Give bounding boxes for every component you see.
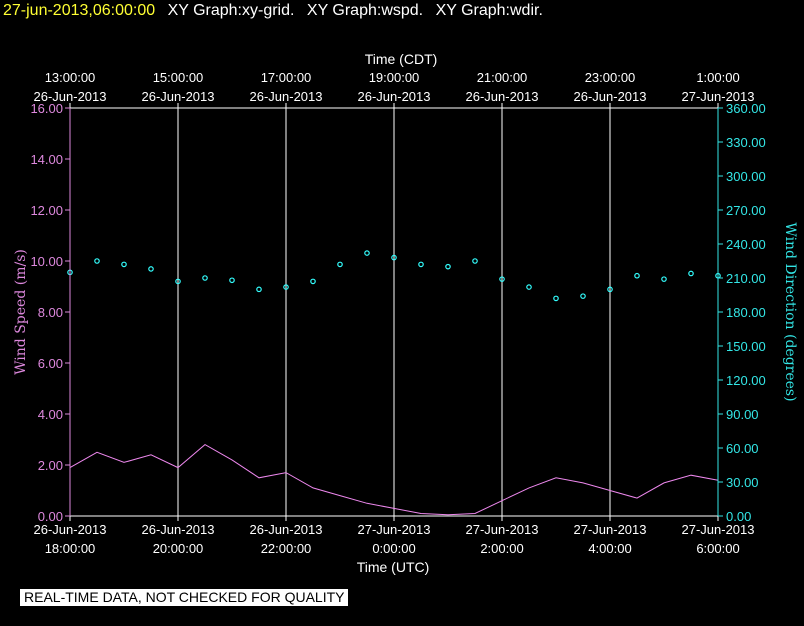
left-axis-label: Wind Speed (m/s)	[13, 249, 29, 375]
right-tick-label: 60.00	[726, 441, 759, 456]
bottom-axis-label: Time (UTC)	[357, 559, 430, 575]
bottom-tick-date: 27-Jun-2013	[574, 522, 647, 537]
right-tick-label: 360.00	[726, 101, 766, 116]
left-tick-label: 14.00	[30, 152, 63, 167]
right-tick-label: 240.00	[726, 237, 766, 252]
wind-direction-point	[661, 276, 667, 282]
wind-direction-point	[175, 278, 181, 285]
top-tick-date: 26-Jun-2013	[142, 89, 215, 104]
header-graph-title-2: XY Graph:wspd.	[306, 2, 424, 19]
left-tick-label: 6.00	[38, 356, 63, 371]
wind-speed-line	[69, 443, 719, 516]
right-tick-label: 180.00	[726, 305, 766, 320]
top-tick-time: 13:00:00	[45, 70, 96, 85]
top-tick-time: 17:00:00	[261, 70, 312, 85]
wind-chart: 13:00:00 26-Jun-2013 15:00:00 26-Jun-2013 17…	[13, 51, 798, 575]
wind-speed-series	[69, 443, 719, 516]
top-tick-time: 21:00:00	[477, 70, 528, 85]
left-tick-label: 12.00	[30, 203, 63, 218]
wind-direction-point	[526, 284, 532, 290]
wind-direction-point	[94, 258, 100, 264]
top-tick-date: 26-Jun-2013	[574, 89, 647, 104]
left-tick-label: 8.00	[38, 305, 63, 320]
wind-direction-point	[310, 278, 316, 285]
top-tick-date: 26-Jun-2013	[358, 89, 431, 104]
top-tick-date: 26-Jun-2013	[34, 89, 107, 104]
right-tick-label: 210.00	[726, 271, 766, 286]
top-tick-date: 26-Jun-2013	[466, 89, 539, 104]
axes: 13:00:00 26-Jun-2013 15:00:00 26-Jun-2013 17…	[30, 70, 765, 556]
wind-direction-point	[256, 286, 262, 293]
right-tick-label: 270.00	[726, 203, 766, 218]
top-tick-time: 23:00:00	[585, 70, 636, 85]
wind-direction-point	[229, 277, 235, 284]
left-tick-label: 2.00	[38, 458, 63, 473]
bottom-tick-time: 22:00:00	[261, 541, 312, 556]
wind-direction-point	[634, 272, 640, 279]
wind-direction-point	[148, 266, 154, 272]
wind-direction-point	[445, 263, 451, 270]
bottom-tick-time: 20:00:00	[153, 541, 204, 556]
wind-direction-point	[688, 270, 694, 277]
quality-disclaimer: REAL-TIME DATA, NOT CHECKED FOR QUALITY	[20, 589, 349, 606]
wind-direction-point	[391, 254, 397, 261]
bottom-tick-date: 27-Jun-2013	[358, 522, 431, 537]
top-tick-time: 19:00:00	[369, 70, 420, 85]
right-tick-label: 90.00	[726, 407, 759, 422]
bottom-tick-date: 26-Jun-2013	[250, 522, 323, 537]
bottom-tick-time: 4:00:00	[588, 541, 631, 556]
header-timestamp: 27-jun-2013,06:00:00	[3, 2, 156, 19]
bottom-tick-date: 26-Jun-2013	[142, 522, 215, 537]
wind-direction-point	[553, 295, 559, 302]
bottom-tick-time: 2:00:00	[480, 541, 523, 556]
bottom-tick-date: 27-Jun-2013	[466, 522, 539, 537]
left-tick-label: 16.00	[30, 101, 63, 116]
right-tick-label: 300.00	[726, 169, 766, 184]
right-tick-label: 150.00	[726, 339, 766, 354]
right-axis-label: Wind Direction (degrees)	[782, 222, 798, 401]
vertical-grid-lines	[177, 108, 611, 516]
wind-direction-point	[418, 261, 424, 268]
left-tick-label: 10.00	[30, 254, 63, 269]
right-tick-label: 120.00	[726, 373, 766, 388]
right-tick-label: 30.00	[726, 475, 759, 490]
wind-direction-point	[364, 250, 370, 256]
wind-direction-point	[202, 275, 208, 281]
top-tick-date: 27-Jun-2013	[682, 89, 755, 104]
wind-direction-point	[337, 261, 343, 268]
bottom-tick-time: 0:00:00	[372, 541, 415, 556]
wind-direction-point	[472, 258, 478, 264]
top-axis-label: Time (CDT)	[365, 51, 438, 67]
left-tick-label: 4.00	[38, 407, 63, 422]
right-tick-label: 0.00	[726, 509, 751, 524]
left-tick-label: 0.00	[38, 509, 63, 524]
wind-direction-point	[607, 286, 613, 293]
header-graph-title-3: XY Graph:wdir.	[435, 2, 543, 19]
wind-direction-point	[499, 276, 505, 282]
top-tick-time: 1:00:00	[696, 70, 739, 85]
right-tick-label: 330.00	[726, 135, 766, 150]
bottom-tick-date: 27-Jun-2013	[682, 522, 755, 537]
top-tick-time: 15:00:00	[153, 70, 204, 85]
wind-direction-point	[121, 261, 127, 268]
bottom-tick-time: 6:00:00	[696, 541, 739, 556]
chart-header: 27-jun-2013,06:00:00 XY Graph:xy-grid. X…	[3, 1, 543, 21]
header-graph-title-1: XY Graph:xy-grid.	[167, 2, 295, 19]
bottom-tick-time: 18:00:00	[45, 541, 96, 556]
top-tick-date: 26-Jun-2013	[250, 89, 323, 104]
wind-direction-point	[580, 293, 586, 299]
wind-direction-point	[283, 284, 289, 290]
bottom-tick-date: 26-Jun-2013	[34, 522, 107, 537]
